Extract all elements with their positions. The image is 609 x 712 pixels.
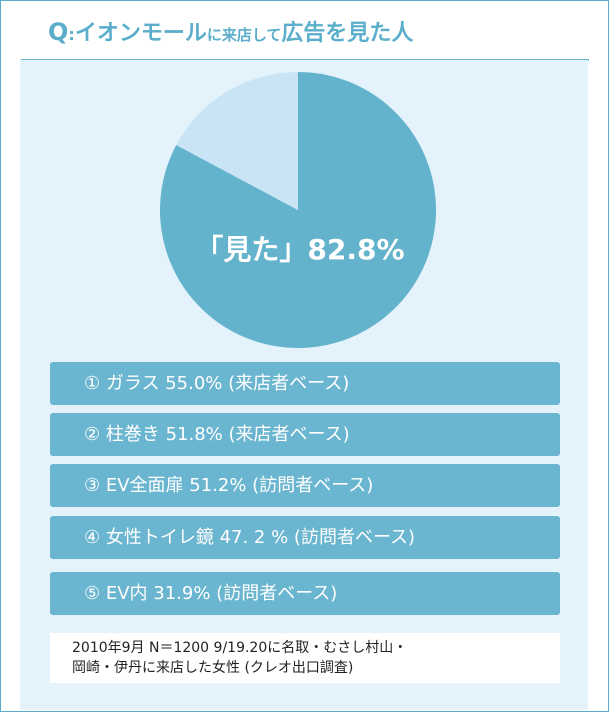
pie-slice-1 xyxy=(176,72,298,210)
title-part3: 広告を見た人 xyxy=(281,21,414,46)
title-q: Q xyxy=(48,18,69,46)
title-part1: イオンモール xyxy=(74,21,207,46)
list-item: ③ EV全面扉 51.2% (訪問者ベース) xyxy=(50,464,560,507)
list-item: ④ 女性トイレ鏡 47. 2 % (訪問者ベース) xyxy=(50,516,560,559)
survey-note: 2010年9月 N＝1200 9/19.20に名取・むさし村山・ 岡崎・伊丹に来… xyxy=(50,633,560,683)
page-title: Q:イオンモールに来店して広告を見た人 xyxy=(48,15,413,47)
title-part2: に来店して xyxy=(206,26,282,44)
title-colon: : xyxy=(68,25,75,44)
pie-center-label: 「見た」82.8% xyxy=(195,233,405,266)
list-item: ② 柱巻き 51.8% (来店者ベース) xyxy=(50,413,560,456)
list-item: ① ガラス 55.0% (来店者ベース) xyxy=(50,362,560,405)
note-line-2: 岡崎・伊丹に来店した女性 (クレオ出口調査) xyxy=(72,660,354,676)
note-line-1: 2010年9月 N＝1200 9/19.20に名取・むさし村山・ xyxy=(72,640,408,656)
list-item: ⑤ EV内 31.9% (訪問者ベース) xyxy=(50,572,560,615)
